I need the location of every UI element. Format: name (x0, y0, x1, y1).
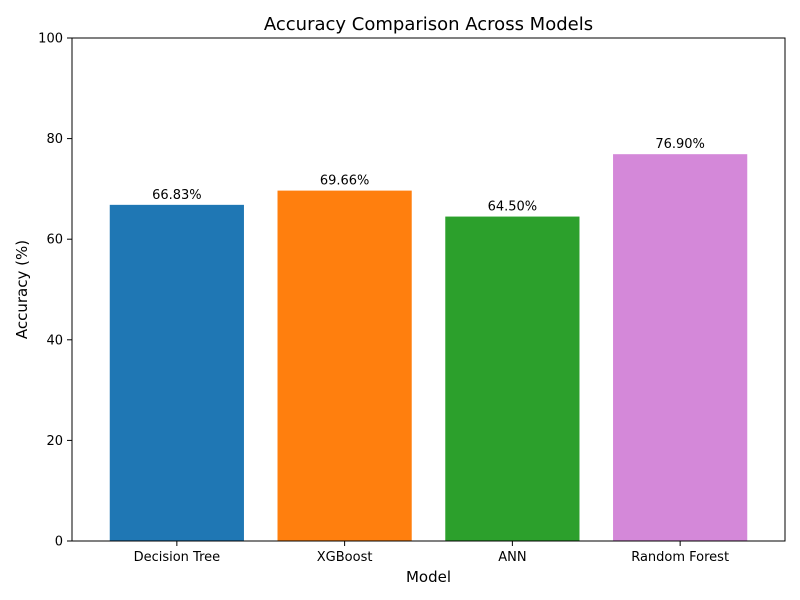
bar-ann (445, 216, 580, 541)
data-label: 69.66% (320, 174, 370, 189)
y-tick-label: 0 (55, 535, 63, 550)
y-tick-label: 100 (38, 32, 63, 47)
y-tick-label: 40 (46, 333, 63, 348)
plot-frame (71, 37, 786, 542)
bar-decision-tree (109, 204, 244, 541)
data-label: 66.83% (152, 188, 202, 203)
y-tick-label: 60 (46, 233, 63, 248)
bar-random-forest (613, 154, 748, 541)
data-labels-layer: 66.83% 69.66% 64.50% 76.90% (152, 137, 705, 214)
x-tick-label: Decision Tree (134, 550, 221, 565)
bars-layer (109, 154, 748, 541)
data-label: 76.90% (655, 137, 705, 152)
y-tick-label: 80 (46, 132, 63, 147)
x-tick-label: Random Forest (631, 550, 729, 565)
bar-xgboost (277, 190, 412, 541)
data-label: 64.50% (488, 200, 538, 215)
y-tick-label: 20 (46, 434, 63, 449)
x-tick-label: ANN (498, 550, 526, 565)
x-axis-label: Model (406, 568, 451, 586)
axes-layer: Decision Tree XGBoost ANN Random Forest 0 20 4… (38, 32, 786, 565)
x-tick-label: XGBoost (317, 550, 373, 565)
y-axis-label: Accuracy (%) (13, 240, 31, 339)
chart-title: Accuracy Comparison Across Models (264, 14, 593, 35)
